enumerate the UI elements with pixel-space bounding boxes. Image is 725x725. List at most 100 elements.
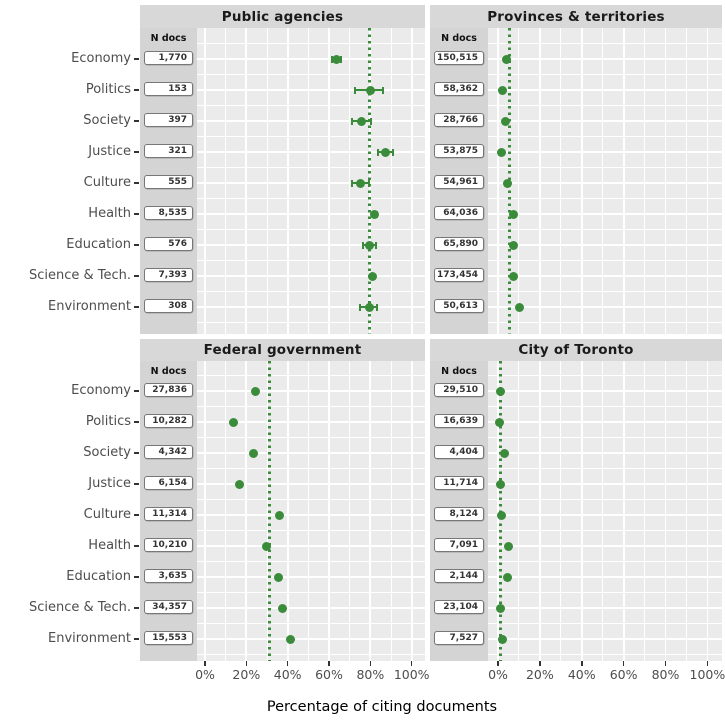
- ndocs-column-header: N docs: [441, 366, 477, 377]
- gridline-minor: [197, 291, 425, 292]
- gridline-minor: [307, 28, 309, 334]
- y-axis-label: Environment: [47, 299, 131, 314]
- gridline-major: [197, 58, 425, 60]
- gridline-major: [197, 638, 425, 640]
- gridline-minor: [197, 468, 425, 469]
- gridline-major: [488, 421, 722, 423]
- y-axis-tick: [134, 182, 139, 184]
- n-docs-value-box: 153: [144, 82, 193, 96]
- n-docs-value-box: 308: [144, 299, 193, 313]
- facet-title-strip: Public agencies: [140, 5, 425, 28]
- y-axis-tick: [134, 576, 139, 578]
- facet-body: N docs 1,770 153 397 321 555 8,535 576 7,393 308: [140, 28, 425, 334]
- y-axis-label: Environment: [47, 631, 131, 646]
- gridline-major: [197, 452, 425, 454]
- data-point: [331, 54, 341, 64]
- data-point: [365, 240, 375, 250]
- data-point: [497, 634, 507, 644]
- y-axis-tick: [134, 213, 139, 215]
- gridline-major: [245, 361, 248, 661]
- data-point: [248, 448, 258, 458]
- gridline-major: [328, 28, 330, 334]
- y-axis-tick: [134, 545, 139, 547]
- gridline-minor: [488, 592, 722, 593]
- facet-provinces-territories: Provinces & territories N docs 150,515 58…: [430, 5, 722, 334]
- n-docs-value-box: 27,836: [144, 383, 193, 397]
- data-point: [370, 209, 380, 219]
- n-docs-value-box: 7,091: [434, 538, 484, 552]
- data-point: [366, 85, 376, 95]
- x-axis-tick-label: 100%: [393, 667, 430, 682]
- gridline-major: [197, 576, 425, 578]
- ndocs-column-header: N docs: [441, 33, 477, 44]
- gridline-minor: [518, 361, 520, 661]
- ndocs-column: N docs 27,836 10,282 4,342 6,154 11,314 10,21…: [140, 361, 197, 661]
- gridline-minor: [390, 28, 392, 334]
- n-docs-value-box: 150,515: [434, 51, 484, 65]
- data-point: [357, 116, 367, 126]
- gridline-major: [538, 361, 541, 661]
- data-point: [274, 572, 284, 582]
- data-point: [500, 448, 510, 458]
- gridline-minor: [197, 229, 425, 230]
- data-point: [502, 572, 512, 582]
- gridline-minor: [488, 43, 722, 44]
- data-point: [278, 603, 288, 613]
- x-axis-tick-label: 80%: [651, 667, 680, 682]
- data-point: [497, 85, 507, 95]
- x-axis-tick-label: 60%: [315, 667, 343, 682]
- error-bar-cap-right: [369, 117, 372, 125]
- gridline-major: [410, 28, 413, 334]
- y-axis-label: Politics: [85, 414, 131, 429]
- gridline-minor: [644, 28, 646, 334]
- n-docs-value-box: 64,036: [434, 206, 484, 220]
- facet-title: Federal government: [203, 342, 362, 358]
- gridline-minor: [644, 361, 646, 661]
- n-docs-value-box: 58,362: [434, 82, 484, 96]
- gridline-major: [286, 28, 289, 334]
- x-axis-tick: [539, 661, 541, 666]
- y-axis-label: Culture: [83, 175, 131, 190]
- data-point: [368, 271, 378, 281]
- ndocs-column-header: N docs: [150, 33, 187, 44]
- n-docs-value-box: 576: [144, 237, 193, 251]
- gridline-major: [197, 213, 425, 215]
- gridline-minor: [197, 654, 425, 655]
- gridline-minor: [390, 361, 392, 661]
- gridline-minor: [488, 229, 722, 230]
- error-bar-cap-left: [377, 148, 380, 156]
- gridline-minor: [488, 105, 722, 106]
- error-bar-cap-right: [375, 241, 378, 249]
- data-point: [364, 302, 374, 312]
- gridline-major: [197, 514, 425, 516]
- y-axis-tick: [134, 452, 139, 454]
- gridline-minor: [488, 654, 722, 655]
- gridline-major: [488, 182, 722, 184]
- gridline-major: [488, 638, 722, 640]
- x-axis-tick: [497, 661, 499, 666]
- gridline-minor: [488, 74, 722, 75]
- gridline-minor: [266, 361, 268, 661]
- gridline-minor: [197, 623, 425, 624]
- x-axis-tick: [664, 661, 667, 666]
- x-axis-tick: [245, 661, 248, 666]
- y-axis-label: Education: [66, 569, 131, 584]
- y-axis-tick: [134, 306, 139, 308]
- n-docs-value-box: 15,553: [144, 631, 193, 645]
- gridline-major: [706, 28, 709, 334]
- n-docs-value-box: 555: [144, 175, 193, 189]
- facet-body: N docs 29,510 16,639 4,404 11,714 8,124 7,091…: [430, 361, 722, 661]
- ndocs-column: N docs 1,770 153 397 321 555 8,535 576 7,393 308: [140, 28, 197, 334]
- gridline-major: [197, 182, 425, 184]
- data-point: [381, 147, 391, 157]
- n-docs-value-box: 7,527: [434, 631, 484, 645]
- n-docs-value-box: 10,282: [144, 414, 193, 428]
- facet-federal-government: Federal government N docs 27,836 10,282 4,…: [140, 339, 425, 661]
- reference-line: [267, 361, 271, 661]
- data-point: [502, 178, 512, 188]
- data-point: [494, 417, 504, 427]
- gridline-minor: [197, 530, 425, 531]
- n-docs-value-box: 11,314: [144, 507, 193, 521]
- gridline-minor: [266, 28, 268, 334]
